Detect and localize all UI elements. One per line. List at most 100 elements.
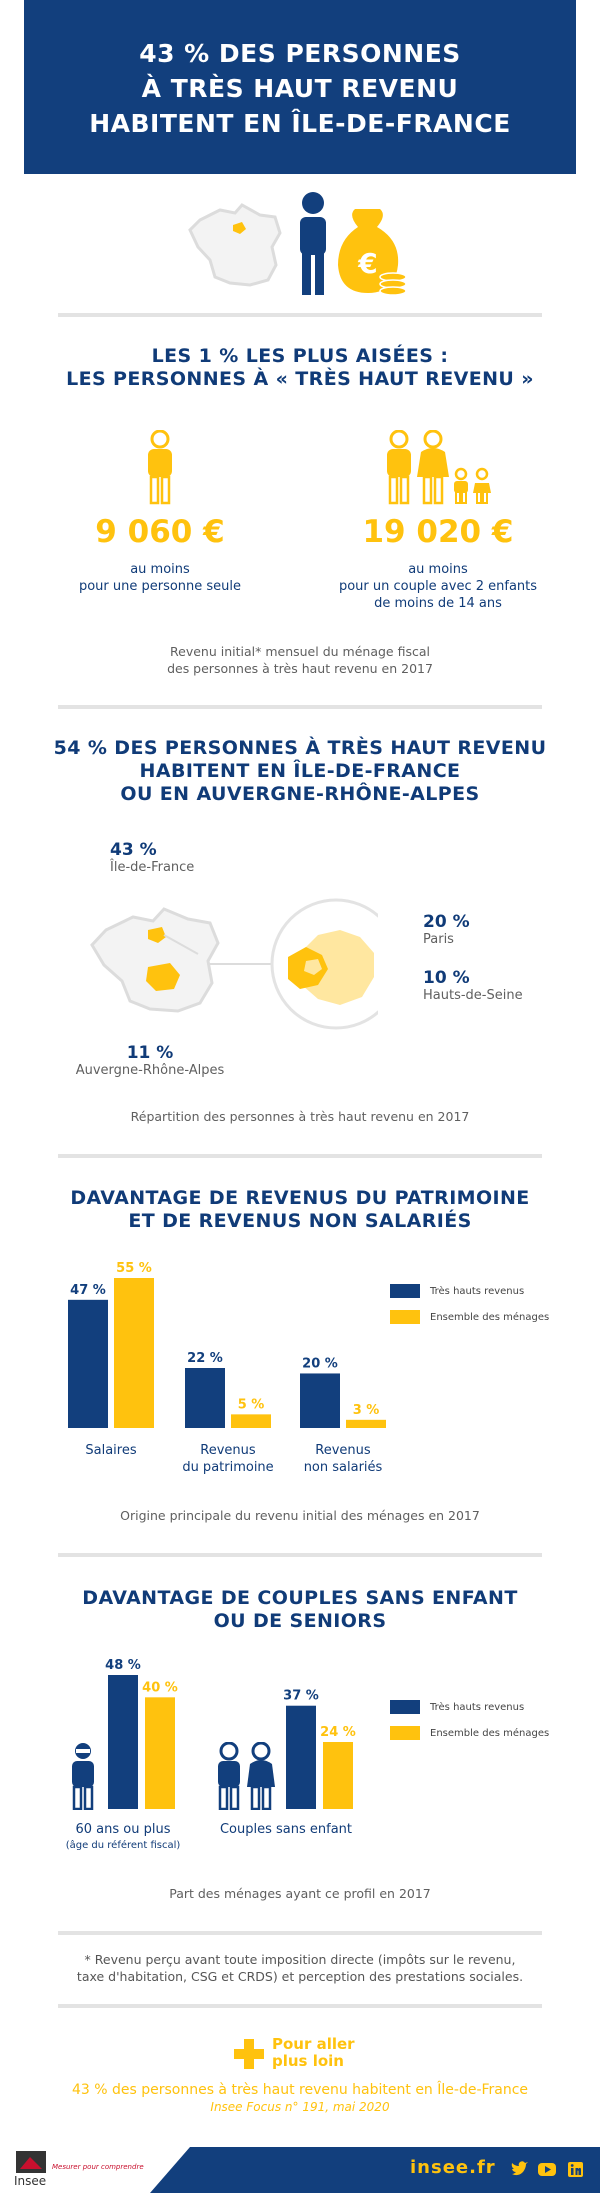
bar-value-label: 5 %	[238, 1397, 265, 1412]
hds-label: Hauts-de-Seine	[423, 988, 523, 1003]
france-regions-map	[90, 898, 378, 1030]
label-line: pour une personne seule	[78, 579, 242, 594]
senior-icon	[72, 1743, 94, 1810]
insee-tagline: Mesurer pour comprendre	[52, 2163, 144, 2171]
chart1-legend: Très hauts revenus Ensemble des ménages	[390, 1284, 549, 1324]
title-line: À TRÈS HAUT REVENU	[141, 74, 459, 103]
publication-link[interactable]: 43 % des personnes à très haut revenu ha…	[71, 2082, 529, 2098]
bar	[185, 1368, 225, 1428]
insee-logo-icon	[16, 2151, 46, 2173]
legend-label: Ensemble des ménages	[430, 1311, 550, 1323]
legend-item: Ensemble des ménages	[390, 1726, 549, 1740]
title-line: OU EN AUVERGNE-RHÔNE-ALPES	[120, 783, 480, 805]
bar	[68, 1299, 108, 1428]
label-line: de moins de 14 ans	[374, 596, 502, 611]
title-line: OU DE SENIORS	[213, 1610, 387, 1632]
money-bag-icon: €	[338, 209, 407, 296]
section2-caption: Répartition des personnes à très haut re…	[130, 1109, 470, 1124]
bar	[108, 1675, 138, 1809]
section3-caption: Origine principale du revenu initial des…	[120, 1508, 480, 1523]
single-person-icon	[148, 430, 172, 505]
title-line: LES PERSONNES À « TRÈS HAUT REVENU »	[66, 368, 534, 390]
footnote-line: * Revenu perçu avant toute imposition di…	[84, 1952, 516, 1967]
france-map-icon	[188, 203, 282, 287]
bar-value-label: 20 %	[302, 1356, 338, 1371]
twitter-icon	[511, 2161, 528, 2176]
divider	[58, 313, 542, 317]
page-title: 43 % DES PERSONNES À TRÈS HAUT REVENU HA…	[24, 36, 576, 141]
bar-value-label: 37 %	[283, 1689, 319, 1704]
bar	[323, 1742, 353, 1809]
bar-value-label: 22 %	[187, 1351, 223, 1366]
title-line: 43 % DES PERSONNES	[139, 39, 461, 68]
single-income-value: 9 060 €	[95, 514, 225, 550]
hds-value: 10 %	[423, 968, 470, 988]
hds-stat: 10 % Hauts-de-Seine	[423, 968, 583, 1004]
bar-value-label: 40 %	[142, 1680, 178, 1695]
title-line: DAVANTAGE DE COUPLES SANS ENFANT	[82, 1587, 518, 1609]
idf-zoom-icon	[300, 930, 374, 1005]
section-title-revenue-sources: DAVANTAGE DE REVENUS DU PATRIMOINE ET DE…	[0, 1187, 600, 1233]
title-line: HABITENT EN ÎLE-DE-FRANCE	[89, 109, 511, 138]
legend-label: Très hauts revenus	[430, 1701, 525, 1713]
more-label-line: plus loin	[272, 2052, 344, 2070]
couple-icon	[218, 1742, 275, 1810]
ara-value: 11 %	[126, 1043, 174, 1063]
category-label: Revenus	[200, 1443, 256, 1458]
profiles-chart: 48 % 37 % 40 % 24 % 60 ans ou plus (âge du ré…	[66, 1658, 356, 1850]
category-sublabel: (âge du référent fiscal)	[66, 1839, 181, 1850]
category-label: Salaires	[85, 1443, 136, 1458]
legend-label: Ensemble des ménages	[430, 1727, 550, 1739]
idf-region-icon	[233, 222, 246, 234]
label-line: pour un couple avec 2 enfants	[338, 579, 538, 594]
divider	[58, 2004, 542, 2008]
divider	[58, 1931, 542, 1935]
bar	[286, 1705, 316, 1809]
section-title-income: LES 1 % LES PLUS AISÉES : LES PERSONNES …	[0, 345, 600, 391]
idf-label: Île-de-France	[110, 860, 195, 875]
footnote: * Revenu perçu avant toute imposition di…	[0, 1951, 600, 1985]
legend-item: Très hauts revenus	[390, 1700, 549, 1714]
category-label: du patrimoine	[182, 1460, 273, 1475]
bar-value-label: 48 %	[105, 1658, 141, 1673]
legend-swatch	[390, 1310, 420, 1324]
title-line: HABITENT EN ÎLE-DE-FRANCE	[139, 760, 461, 782]
title-line: DAVANTAGE DE REVENUS DU PATRIMOINE	[70, 1187, 530, 1209]
section-title-profiles: DAVANTAGE DE COUPLES SANS ENFANT OU DE S…	[0, 1587, 600, 1633]
paris-value: 20 %	[423, 912, 470, 932]
label-line: au moins	[130, 562, 190, 577]
family-icon	[387, 430, 491, 505]
header-banner: 43 % DES PERSONNES À TRÈS HAUT REVENU HA…	[24, 0, 576, 174]
divider	[58, 1154, 542, 1158]
label-line: au moins	[408, 562, 468, 577]
section1-caption: Revenu initial* mensuel du ménage fiscal…	[0, 643, 600, 677]
chart2-legend: Très hauts revenus Ensemble des ménages	[390, 1700, 549, 1740]
more-label: Pour aller plus loin	[272, 2036, 355, 2070]
legend-swatch	[390, 1284, 420, 1298]
idf-stat: 43 % Île-de-France	[110, 840, 260, 876]
person-icon	[300, 192, 326, 295]
paris-stat: 20 % Paris	[423, 912, 573, 948]
caption-line: des personnes à très haut revenu en 2017	[167, 661, 433, 676]
more-label-line: Pour aller	[272, 2035, 355, 2053]
bar	[114, 1278, 154, 1428]
bar	[346, 1419, 386, 1428]
ara-region-icon	[146, 963, 180, 991]
legend-swatch	[390, 1700, 420, 1714]
divider	[58, 705, 542, 709]
bar	[145, 1697, 175, 1809]
section-title-regions: 54 % DES PERSONNES À TRÈS HAUT REVENU HA…	[0, 737, 600, 806]
title-line: ET DE REVENUS NON SALARIÉS	[128, 1210, 472, 1232]
category-label: non salariés	[304, 1460, 383, 1475]
legend-item: Très hauts revenus	[390, 1284, 549, 1298]
caption-line: Revenu initial* mensuel du ménage fiscal	[170, 644, 430, 659]
category-label: Couples sans enfant	[220, 1822, 352, 1837]
plus-icon	[234, 2039, 264, 2069]
ara-label: Auvergne-Rhône-Alpes	[75, 1063, 225, 1078]
idf-value: 43 %	[110, 840, 157, 860]
divider	[58, 1553, 542, 1557]
hero-illustration: €	[188, 192, 407, 296]
category-label: Revenus	[315, 1443, 371, 1458]
bar	[231, 1414, 271, 1428]
insee-site-link[interactable]: insee.fr	[410, 2157, 496, 2178]
